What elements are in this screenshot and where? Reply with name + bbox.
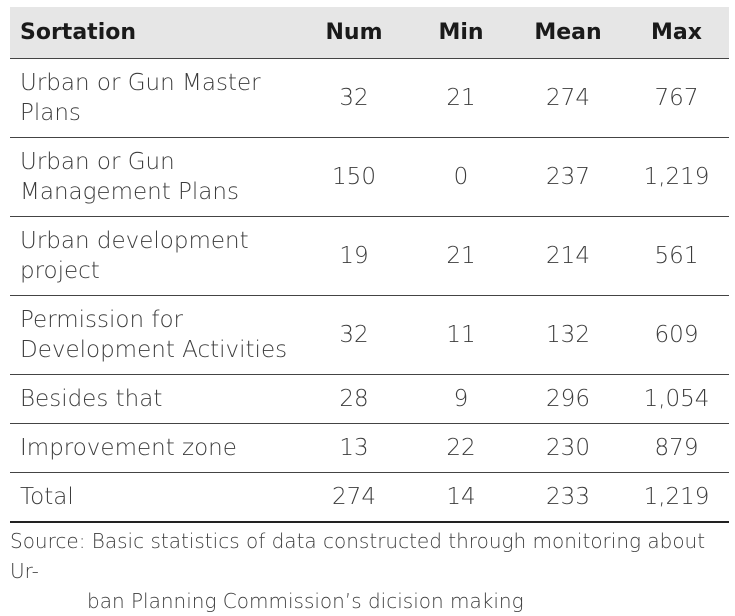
cell-max: 767 (624, 58, 729, 138)
row-label: Total (10, 472, 298, 523)
cell-mean: 274 (512, 58, 624, 138)
header-max: Max (651, 20, 702, 45)
row-label: Permission for Development Activities (10, 295, 298, 375)
cell-num: 32 (298, 295, 410, 375)
row-label-line: Urban or Gun Master (20, 70, 261, 96)
table-row: Improvement zone 13 22 230 879 (10, 423, 729, 473)
cell-min: 9 (410, 374, 512, 424)
cell-mean: 237 (512, 137, 624, 217)
row-label-line: Urban or Gun (20, 149, 175, 175)
table-row: Urban or Gun Master Plans 32 21 274 767 (10, 58, 729, 138)
cell-num: 28 (298, 374, 410, 424)
table-row: Urban development project 19 21 214 561 (10, 216, 729, 296)
row-label-line: Plans (20, 100, 81, 126)
header-mean: Mean (534, 20, 602, 45)
row-label-line: project (20, 258, 100, 284)
cell-num: 19 (298, 216, 410, 296)
cell-max: 561 (624, 216, 729, 296)
cell-mean: 233 (512, 472, 624, 523)
cell-min: 22 (410, 423, 512, 473)
row-label: Improvement zone (10, 423, 298, 473)
cell-mean: 296 (512, 374, 624, 424)
cell-max: 609 (624, 295, 729, 375)
row-label-line: Urban development (20, 228, 249, 254)
cell-max: 879 (624, 423, 729, 473)
cell-max: 1,219 (624, 137, 729, 217)
row-label: Urban development project (10, 216, 298, 296)
header-min: Min (438, 20, 484, 45)
cell-num: 274 (298, 472, 410, 523)
cell-mean: 132 (512, 295, 624, 375)
cell-min: 21 (410, 216, 512, 296)
cell-max: 1,054 (624, 374, 729, 424)
row-label: Besides that (10, 374, 298, 424)
cell-min: 0 (410, 137, 512, 217)
row-label: Urban or Gun Management Plans (10, 137, 298, 217)
statistics-table: Sortation Num Min Mean Max Urban or Gun … (10, 7, 729, 523)
cell-num: 13 (298, 423, 410, 473)
cell-num: 150 (298, 137, 410, 217)
row-label-line: Development Activities (20, 337, 288, 363)
statistics-table-container: Sortation Num Min Mean Max Urban or Gun … (10, 7, 729, 523)
source-note-line: Source: Basic statistics of data constru… (10, 529, 706, 583)
header-sortation: Sortation (20, 20, 137, 45)
table-header-row: Sortation Num Min Mean Max (10, 7, 729, 59)
row-label: Urban or Gun Master Plans (10, 58, 298, 138)
cell-num: 32 (298, 58, 410, 138)
cell-mean: 214 (512, 216, 624, 296)
table-row: Urban or Gun Management Plans 150 0 237 … (10, 137, 729, 217)
table-row-total: Total 274 14 233 1,219 (10, 472, 729, 523)
row-label-line: Management Plans (20, 179, 239, 205)
cell-mean: 230 (512, 423, 624, 473)
cell-min: 21 (410, 58, 512, 138)
cell-max: 1,219 (624, 472, 729, 523)
row-label-line: Permission for (20, 307, 183, 333)
cell-min: 11 (410, 295, 512, 375)
table-row: Besides that 28 9 296 1,054 (10, 374, 729, 424)
cell-min: 14 (410, 472, 512, 523)
table-row: Permission for Development Activities 32… (10, 295, 729, 375)
source-note: Source: Basic statistics of data constru… (10, 526, 729, 616)
source-note-line: ban Planning Commission’s dicision makin… (87, 589, 524, 613)
header-num: Num (325, 20, 383, 45)
